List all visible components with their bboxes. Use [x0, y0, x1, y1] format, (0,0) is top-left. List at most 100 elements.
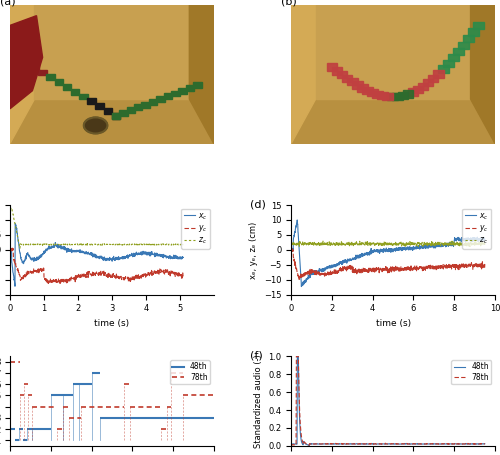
- $z_c$: [139, 242, 145, 248]
- $z_c$: [8, 205, 14, 210]
- Bar: [63, 84, 72, 90]
- $y_c$: [390, 267, 396, 273]
- $y_c$: [180, 273, 186, 279]
- $y_c$: [482, 261, 488, 267]
- $y_c$: [288, 248, 294, 253]
- 48th: [288, 441, 294, 447]
- Legend: 48th, 78th: 48th, 78th: [170, 360, 210, 384]
- Line: $x_c$: $x_c$: [10, 224, 183, 286]
- $z_c$: [314, 241, 320, 246]
- 48th: [482, 441, 488, 446]
- Polygon shape: [34, 5, 190, 99]
- Legend: 48th, 78th: 48th, 78th: [452, 360, 491, 384]
- Bar: [357, 84, 368, 91]
- Bar: [474, 22, 484, 29]
- Bar: [352, 81, 362, 89]
- Bar: [392, 93, 403, 100]
- $z_c$: [354, 240, 360, 246]
- $x_c$: [394, 246, 400, 252]
- Line: 78th: 78th: [291, 356, 485, 445]
- Bar: [337, 71, 347, 78]
- 78th: [288, 442, 294, 447]
- Bar: [148, 99, 158, 105]
- $z_c$: [7, 205, 13, 211]
- Bar: [112, 113, 120, 119]
- $x_c$: [18, 256, 24, 262]
- Polygon shape: [10, 5, 34, 143]
- Bar: [453, 48, 464, 55]
- $x_c$: [139, 253, 145, 258]
- Text: (d): (d): [250, 200, 266, 210]
- $x_c$: [288, 248, 294, 253]
- Bar: [433, 71, 444, 78]
- $z_c$: [372, 242, 378, 248]
- Polygon shape: [190, 5, 214, 143]
- $y_c$: [112, 273, 118, 279]
- X-axis label: time (s): time (s): [94, 319, 130, 328]
- 48th: [294, 354, 300, 359]
- 48th: [323, 441, 329, 447]
- Line: $y_c$: $y_c$: [10, 248, 183, 284]
- Bar: [30, 65, 38, 71]
- 78th: [338, 441, 344, 447]
- Polygon shape: [470, 5, 495, 143]
- $x_c$: [294, 217, 300, 222]
- 78th: [482, 441, 488, 446]
- $x_c$: [108, 256, 114, 261]
- Bar: [326, 63, 338, 71]
- Bar: [54, 79, 63, 85]
- $x_c$: [118, 255, 124, 261]
- Bar: [96, 103, 104, 109]
- $x_c$: [156, 253, 162, 258]
- Bar: [402, 91, 413, 98]
- 78th: [306, 442, 312, 448]
- Bar: [458, 41, 469, 49]
- Bar: [423, 79, 434, 86]
- Line: $x_c$: $x_c$: [291, 220, 485, 287]
- $y_c$: [394, 264, 400, 270]
- 48th: [338, 441, 344, 447]
- Bar: [448, 54, 458, 61]
- $y_c$: [118, 274, 124, 280]
- $x_c$: [482, 237, 488, 243]
- $z_c$: [390, 242, 396, 247]
- Legend: $x_c$, $y_c$, $z_c$: $x_c$, $y_c$, $z_c$: [462, 209, 491, 248]
- 48th: [403, 441, 409, 447]
- $z_c$: [482, 242, 488, 248]
- $z_c$: [321, 242, 327, 247]
- Y-axis label: Standardized audio (-): Standardized audio (-): [254, 354, 262, 448]
- 78th: [418, 441, 424, 447]
- Bar: [126, 107, 135, 113]
- $y_c$: [7, 246, 13, 252]
- Bar: [468, 29, 479, 35]
- Bar: [38, 70, 47, 76]
- Bar: [79, 94, 88, 100]
- $z_c$: [288, 241, 294, 246]
- $z_c$: [108, 243, 114, 248]
- $x_c$: [372, 248, 378, 254]
- 78th: [294, 354, 300, 359]
- Bar: [398, 92, 408, 99]
- Bar: [156, 96, 164, 102]
- Polygon shape: [316, 5, 470, 99]
- $x_c$: [390, 247, 396, 252]
- Bar: [119, 110, 128, 116]
- Bar: [112, 113, 120, 119]
- $y_c$: [314, 270, 320, 275]
- Text: (b): (b): [281, 0, 297, 6]
- $y_c$: [354, 271, 360, 277]
- Bar: [438, 66, 448, 72]
- Text: (a): (a): [0, 0, 16, 6]
- Bar: [443, 60, 454, 67]
- 78th: [403, 441, 409, 446]
- Bar: [382, 93, 393, 100]
- 78th: [323, 441, 329, 446]
- Legend: $x_c$, $y_c$, $z_c$: $x_c$, $y_c$, $z_c$: [182, 209, 210, 248]
- Line: 48th: 48th: [291, 356, 485, 445]
- Bar: [428, 75, 438, 82]
- Polygon shape: [10, 15, 42, 109]
- Bar: [378, 92, 388, 99]
- $z_c$: [320, 238, 326, 244]
- Bar: [178, 88, 187, 94]
- Polygon shape: [291, 5, 316, 143]
